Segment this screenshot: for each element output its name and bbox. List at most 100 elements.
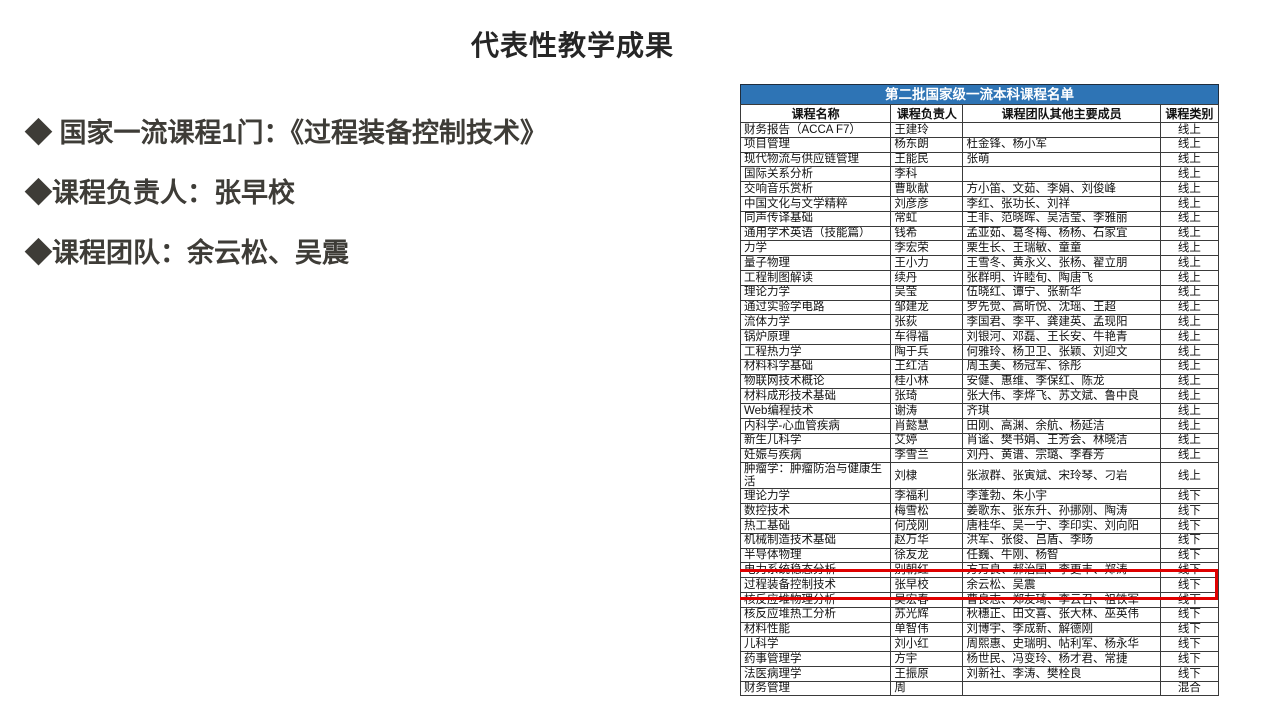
- table-row: 材料科学基础 王红洁 周玉美、杨冠军、徐彤 线上: [740, 358, 1219, 375]
- cell-team-members: 刘博宇、李成新、解德刚: [962, 621, 1161, 638]
- cell-team-members: 任巍、牛刚、杨智: [962, 547, 1161, 564]
- cell-category: 线下: [1159, 532, 1219, 549]
- table-row: 理论力学 吴莹 伍晓红、谭宁、张新华 线上: [740, 284, 1219, 301]
- cell-category: 线上: [1159, 181, 1219, 197]
- course-table: 课程名称 课程负责人 课程团队其他主要成员 课程类别 财务报告（ACCA F7）…: [740, 104, 1219, 697]
- cell-team-members: 田刚、高渊、余航、杨延洁: [962, 417, 1161, 434]
- table-row: 交响音乐赏析 曹耿献 方小笛、文茹、李娟、刘俊峰 线上: [740, 181, 1219, 197]
- cell-category: 线上: [1159, 269, 1219, 286]
- cell-leader: 桂小林: [890, 373, 964, 390]
- cell-course-name: 工程制图解读: [740, 269, 892, 286]
- table-body: 财务报告（ACCA F7） 王建玲 线上 项目管理 杨东朗 杜金锋、杨小军 线上 现代物流与供…: [740, 122, 1219, 697]
- cell-category: 线上: [1159, 151, 1219, 168]
- cell-course-name: 国际关系分析: [740, 166, 892, 183]
- table-row: 热工基础 何茂刚 唐桂华、吴一宁、李印实、刘向阳 线下: [740, 517, 1219, 534]
- cell-team-members: 张淑群、张寅斌、宋玲琴、刁岩: [962, 462, 1161, 490]
- cell-course-name: 量子物理: [740, 255, 892, 271]
- table-row: 财务管理周 混合: [740, 680, 1219, 697]
- cell-category: 线下: [1159, 621, 1219, 638]
- table-row: 药事管理学 方宇 杨世民、冯变玲、杨才君、常捷 线下: [740, 651, 1219, 667]
- table-row: 通用学术英语（技能篇） 钱希 孟亚茹、葛冬梅、杨杨、石家宜 线上: [740, 225, 1219, 242]
- cell-team-members: 孟亚茹、葛冬梅、杨杨、石家宜: [962, 225, 1161, 242]
- cell-team-members: 方万良、郝治国、李更丰、郑涛: [962, 562, 1161, 579]
- table-row: 财务报告（ACCA F7） 王建玲 线上: [740, 122, 1219, 138]
- cell-course-name: 流体力学: [740, 314, 892, 331]
- bullet-course: ◆ 国家一流课程1门：《过程装备控制技术》: [25, 117, 548, 148]
- cell-leader: 吴宏春: [890, 591, 964, 608]
- cell-category: 线下: [1159, 665, 1219, 682]
- cell-leader: 续丹: [890, 269, 964, 286]
- cell-team-members: 余云松、吴震: [962, 577, 1161, 593]
- cell-leader: 苏光辉: [890, 606, 964, 623]
- cell-team-members: 周熙惠、史瑞明、帖利军、杨永华: [962, 636, 1161, 653]
- cell-leader: 赵万华: [890, 532, 964, 549]
- cell-course-name: 现代物流与供应链管理: [740, 151, 892, 168]
- cell-leader: 刘小红: [890, 636, 964, 653]
- cell-team-members: 安健、惠维、李保红、陈龙: [962, 373, 1161, 390]
- table-row: Web编程技术 谢涛 齐琪 线上: [740, 403, 1219, 419]
- cell-team-members: [962, 122, 1161, 138]
- cell-leader: 常虹: [890, 210, 964, 227]
- table-row: 物联网技术概论 桂小林 安健、惠维、李保红、陈龙 线上: [740, 373, 1219, 390]
- cell-leader: 徐友龙: [890, 547, 964, 564]
- cell-team-members: 周玉美、杨冠军、徐彤: [962, 358, 1161, 375]
- cell-leader: 邹建龙: [890, 299, 964, 316]
- cell-course-name: 儿科学: [740, 636, 892, 653]
- cell-team-members: 张萌: [962, 151, 1161, 168]
- cell-team-members: 唐桂华、吴一宁、李印实、刘向阳: [962, 517, 1161, 534]
- cell-leader: 别朝红: [890, 562, 964, 579]
- table-row: 锅炉原理 车得福 刘银河、邓磊、王长安、牛艳青 线上: [740, 329, 1219, 345]
- cell-category: 线下: [1159, 606, 1219, 623]
- cell-category: 线上: [1159, 417, 1219, 434]
- table-row: 法医病理学 王振原 刘新社、李涛、樊栓良 线下: [740, 665, 1219, 682]
- table-row: 力学 李宏荣 栗生长、王瑞敏、童童 线上: [740, 240, 1219, 257]
- table-row: 核反应堆物理分析 吴宏春 曹良志、郑友琦、李云召、祖铁军 线下: [740, 591, 1219, 608]
- cell-leader: 梅雪松: [890, 503, 964, 519]
- cell-team-members: 张大伟、李烨飞、苏文斌、鲁中良: [962, 388, 1161, 405]
- cell-category: 线上: [1159, 447, 1219, 464]
- cell-course-name: 半导体物理: [740, 547, 892, 564]
- cell-leader: 王红洁: [890, 358, 964, 375]
- cell-category: 线上: [1159, 462, 1219, 490]
- cell-category: 线下: [1159, 577, 1219, 593]
- cell-course-name: 锅炉原理: [740, 329, 892, 345]
- cell-leader: 张早校: [890, 577, 964, 593]
- cell-category: 线上: [1159, 136, 1219, 153]
- cell-course-name: 同声传译基础: [740, 210, 892, 227]
- cell-course-name: 新生儿科学: [740, 432, 892, 449]
- cell-team-members: 何雅玲、杨卫卫、张颖、刘迎文: [962, 343, 1161, 360]
- bullet-leader: ◆课程负责人：张早校: [25, 177, 295, 208]
- cell-category: 线下: [1159, 503, 1219, 519]
- cell-team-members: 李国君、李平、龚建英、孟现阳: [962, 314, 1161, 331]
- cell-category: 混合: [1159, 680, 1219, 697]
- course-table-image: 第二批国家级一流本科课程名单 课程名称 课程负责人 课程团队其他主要成员 课程类…: [740, 84, 1219, 697]
- cell-category: 线下: [1159, 636, 1219, 653]
- cell-leader: 方宇: [890, 651, 964, 667]
- cell-team-members: 张群明、许睦旬、陶唐飞: [962, 269, 1161, 286]
- cell-leader: 陶于兵: [890, 343, 964, 360]
- cell-category: 线上: [1159, 314, 1219, 331]
- table-row: 理论力学 李福利 李蓬勃、朱小宇 线下: [740, 488, 1219, 505]
- cell-team-members: 杜金锋、杨小军: [962, 136, 1161, 153]
- cell-category: 线上: [1159, 358, 1219, 375]
- cell-course-name: 法医病理学: [740, 665, 892, 682]
- cell-course-name: 项目管理: [740, 136, 892, 153]
- cell-course-name: 材料性能: [740, 621, 892, 638]
- cell-leader: 王小力: [890, 255, 964, 271]
- cell-category: 线下: [1159, 651, 1219, 667]
- bullet-team: ◆课程团队：余云松、吴震: [25, 237, 349, 268]
- cell-course-name: 物联网技术概论: [740, 373, 892, 390]
- cell-leader: 刘彦彦: [890, 195, 964, 212]
- cell-leader: 单智伟: [890, 621, 964, 638]
- cell-category: 线上: [1159, 388, 1219, 405]
- cell-team-members: [962, 166, 1161, 183]
- cell-course-name: 材料成形技术基础: [740, 388, 892, 405]
- table-header-row: 课程名称 课程负责人 课程团队其他主要成员 课程类别: [740, 104, 1219, 123]
- cell-team-members: 刘银河、邓磊、王长安、牛艳青: [962, 329, 1161, 345]
- cell-course-name: 热工基础: [740, 517, 892, 534]
- cell-course-name: Web编程技术: [740, 403, 892, 419]
- cell-course-name: 交响音乐赏析: [740, 181, 892, 197]
- cell-category: 线上: [1159, 432, 1219, 449]
- cell-leader: 王振原: [890, 665, 964, 682]
